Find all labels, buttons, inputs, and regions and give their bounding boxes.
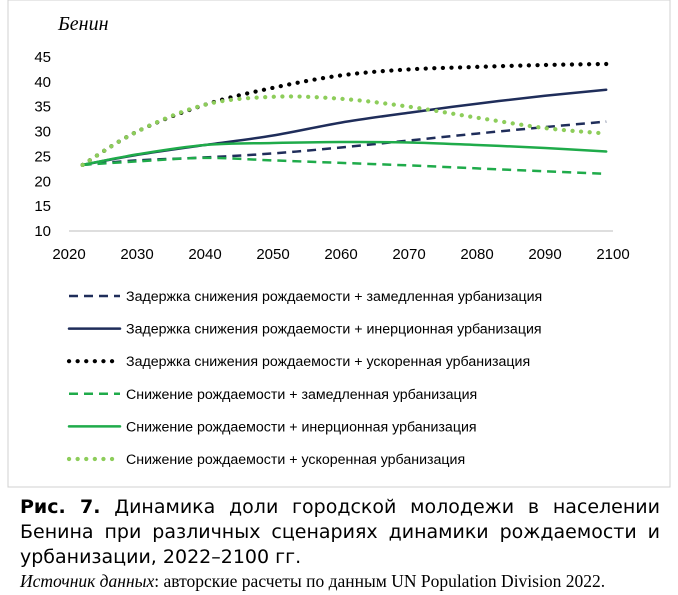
y-tick-label: 15 — [34, 198, 51, 215]
legend-label: Задержка снижения рождаемости + ускоренн… — [126, 354, 530, 370]
x-tick-label: 2070 — [392, 246, 425, 263]
legend-label: Снижение рождаемости + замедленная урбан… — [126, 387, 477, 403]
source-label: Источник данных — [20, 571, 155, 591]
x-tick-label: 2090 — [528, 246, 561, 263]
y-tick-label: 20 — [34, 173, 51, 190]
legend-label: Снижение рождаемости + ускоренная урбани… — [126, 452, 465, 468]
chart-border — [7, 0, 671, 488]
legend-label: Задержка снижения рождаемости + инерцион… — [126, 322, 542, 338]
source-text: : авторские расчеты по данным UN Populat… — [154, 571, 606, 591]
y-tick-label: 40 — [34, 74, 51, 91]
y-tick-label: 45 — [34, 49, 51, 66]
series-line-2 — [81, 88, 608, 167]
series-lines — [80, 61, 609, 176]
x-tick-label: 2040 — [188, 246, 221, 263]
series-line-1 — [82, 120, 607, 167]
x-tick-label: 2050 — [256, 246, 289, 263]
x-tick-label: 2020 — [52, 246, 85, 263]
figure-caption: Рис. 7. Динамика доли городской молодежи… — [20, 495, 660, 570]
caption-text: Динамика доли городской молодежи в насел… — [20, 496, 660, 568]
series-line-6 — [80, 94, 609, 167]
x-tick-label: 2080 — [460, 246, 493, 263]
y-tick-label: 30 — [34, 124, 51, 141]
y-tick-label: 10 — [34, 223, 51, 240]
line-chart: Бенин 10 15 20 25 30 35 40 45 2020 2030 2040 2050 20… — [7, 0, 671, 488]
axes: 10 15 20 25 30 35 40 45 2020 2030 2040 2050 2060 2070… — [34, 49, 629, 263]
x-tick-label: 2100 — [596, 246, 629, 263]
y-tick-label: 35 — [34, 99, 51, 116]
x-tick-label: 2030 — [120, 246, 153, 263]
legend-label: Задержка снижения рождаемости + замедлен… — [126, 289, 542, 305]
legend-label: Снижение рождаемости + инерционная урбан… — [126, 419, 477, 435]
series-line-4 — [82, 156, 607, 176]
legend: Задержка снижения рождаемости + замедлен… — [66, 289, 542, 468]
chart-title: Бенин — [57, 13, 109, 35]
caption-label: Рис. 7. — [20, 496, 101, 518]
y-tick-label: 25 — [34, 148, 51, 165]
x-tick-label: 2060 — [324, 246, 357, 263]
series-line-5 — [81, 140, 608, 167]
series-line-3 — [80, 61, 609, 167]
source-note: Источник данных: авторские расчеты по да… — [20, 571, 670, 592]
